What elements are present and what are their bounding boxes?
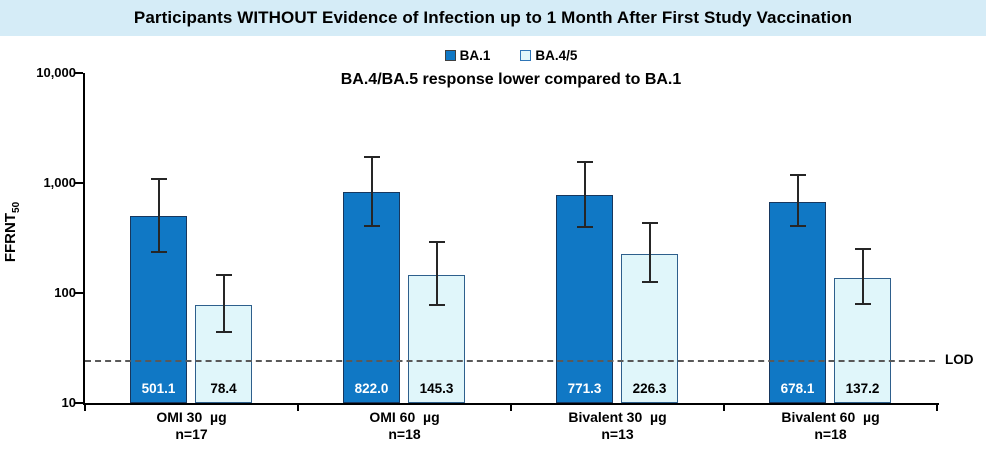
bar-value-label: 822.0 (354, 381, 389, 396)
error-bar-cap-bottom (216, 331, 232, 333)
bar-value-label: 226.3 (632, 381, 667, 396)
legend-label-ba1: BA.1 (459, 47, 491, 63)
error-bar-cap-bottom (642, 281, 658, 283)
error-bar-cap-top (216, 274, 232, 276)
error-bar-cap-top (855, 248, 871, 250)
legend-swatch-ba45 (520, 49, 532, 61)
error-bar-line (371, 157, 373, 226)
category-name: Bivalent 60 µg (781, 409, 880, 425)
error-bar-line (649, 223, 651, 282)
category-n-count: n=17 (175, 426, 208, 442)
error-bar-cap-bottom (790, 225, 806, 227)
x-axis-tick (936, 405, 938, 411)
category-label: OMI 60 µg n=18 (294, 409, 515, 443)
y-axis-tick (75, 402, 83, 404)
error-bar-line (797, 175, 799, 226)
error-bar-cap-top (577, 161, 593, 163)
category-name: OMI 30 µg (156, 409, 227, 425)
error-bar-cap-bottom (429, 304, 445, 306)
bar-value-label: 771.3 (567, 381, 602, 396)
error-bar-cap-bottom (855, 303, 871, 305)
y-axis-line (83, 73, 85, 405)
bar-value-label: 501.1 (141, 381, 176, 396)
error-bar-cap-bottom (364, 225, 380, 227)
category-n-count: n=18 (814, 426, 847, 442)
error-bar-line (584, 162, 586, 227)
x-axis-tick (84, 405, 86, 411)
category-name: OMI 60 µg (369, 409, 440, 425)
x-axis-tick (297, 405, 299, 411)
error-bar-cap-top (790, 174, 806, 176)
y-tick-label: 1,000 (43, 175, 76, 190)
error-bar-line (862, 249, 864, 304)
x-axis-tick (723, 405, 725, 411)
error-bar-line (436, 242, 438, 305)
y-axis-tick (75, 292, 83, 294)
error-bar-cap-bottom (151, 251, 167, 253)
bar-value-label: 145.3 (419, 381, 454, 396)
bar-value-label: 137.2 (845, 381, 880, 396)
y-axis-tick (75, 72, 83, 74)
y-tick-label: 10,000 (36, 65, 76, 80)
y-tick-label: 10 (61, 395, 76, 410)
error-bar-cap-top (642, 222, 658, 224)
error-bar-cap-top (364, 156, 380, 158)
error-bar-cap-bottom (577, 226, 593, 228)
chart-subtitle: BA.4/BA.5 response lower compared to BA.… (340, 71, 682, 88)
legend-swatch-ba1 (444, 49, 456, 61)
bar-ba1-group2 (343, 192, 400, 403)
bar-ba1-group4 (769, 202, 826, 403)
legend-item-ba1: BA.1 (444, 47, 491, 63)
error-bar-cap-top (151, 178, 167, 180)
error-bar-cap-top (429, 241, 445, 243)
lod-line (85, 360, 935, 362)
category-label: Bivalent 30 µg n=13 (507, 409, 728, 443)
bar-value-label: 678.1 (780, 381, 815, 396)
legend-item-ba45: BA.4/5 (520, 48, 577, 63)
category-label: Bivalent 60 µg n=18 (720, 409, 941, 443)
category-n-count: n=13 (601, 426, 634, 442)
category-name: Bivalent 30 µg (568, 409, 667, 425)
category-label: OMI 30 µg n=17 (81, 409, 302, 443)
legend-label-ba45: BA.4/5 (535, 47, 578, 63)
x-axis-line (83, 403, 939, 405)
chart-title: Participants WITHOUT Evidence of Infecti… (133, 8, 853, 27)
error-bar-line (158, 179, 160, 252)
category-n-count: n=18 (388, 426, 421, 442)
y-tick-label: 100 (54, 285, 76, 300)
legend: BA.1 BA.4/5 (85, 46, 937, 64)
y-axis-tick (75, 182, 83, 184)
error-bar-line (223, 275, 225, 332)
x-axis-tick (510, 405, 512, 411)
lod-label: LOD (945, 352, 974, 367)
bar-ba1-group3 (556, 195, 613, 403)
bar-value-label: 78.4 (210, 381, 237, 396)
chart-title-band: Participants WITHOUT Evidence of Infecti… (0, 0, 986, 36)
